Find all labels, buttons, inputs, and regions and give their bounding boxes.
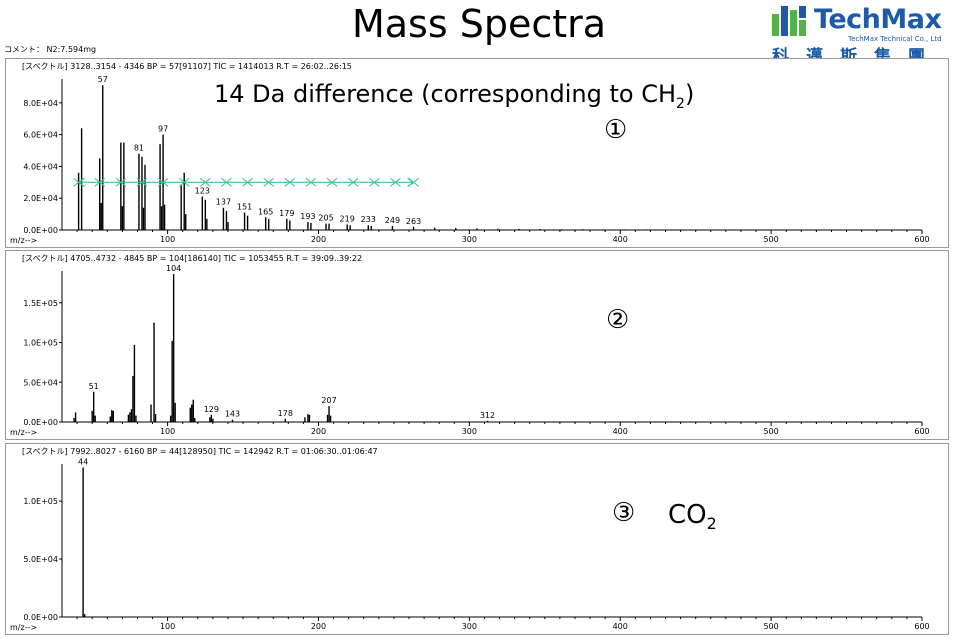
- x-tick-label: 500: [763, 622, 778, 631]
- ch2-spacing-mark: [305, 177, 317, 187]
- ch2-spacing-mark: [200, 177, 211, 187]
- x-tick-label: 400: [613, 427, 628, 436]
- spectrum-2-header: [スペクトル] 4705..4732 - 4845 BP = 104[18614…: [22, 254, 363, 263]
- ch2-spacing-mark: [390, 177, 401, 187]
- y-tick-label: 1.0E+05: [23, 339, 58, 348]
- logo-wordmark: TechMax: [814, 4, 942, 35]
- ch2-spacing-mark: [408, 177, 419, 187]
- y-tick-label: 5.0E+04: [23, 555, 58, 564]
- ch2-spacing-mark: [326, 177, 338, 187]
- x-tick-label: 300: [462, 427, 477, 436]
- x-tick-label: 100: [160, 235, 175, 244]
- spectrum-2-plot: 0.0E+00 5.0E+04 1.0E+05 1.5E+05 100 200 300 400…: [23, 264, 929, 436]
- peak-label: 129: [204, 405, 219, 414]
- x-tick-label: 500: [763, 427, 778, 436]
- ch2-spacing-mark: [284, 177, 296, 187]
- y-tick-label: 0.0E+00: [23, 226, 58, 235]
- spectrum-panel-2: [スペクトル] 4705..4732 - 4845 BP = 104[18614…: [5, 250, 949, 440]
- y-tick-label: 1.0E+05: [23, 497, 58, 506]
- y-tick-label: 4.0E+04: [23, 162, 58, 171]
- peak-label: 97: [158, 125, 168, 134]
- y-tick-label: 1.5E+05: [23, 299, 58, 308]
- peak-label: 81: [134, 144, 144, 153]
- peak-label: 143: [225, 410, 240, 419]
- spectrum-panel-3: [スペクトル] 7992..8027 - 6160 BP = 44[128950…: [5, 443, 949, 635]
- x-tick-label: 100: [160, 427, 175, 436]
- ch2-spacing-mark: [347, 177, 359, 187]
- spectrum-3-marker: ③: [612, 498, 636, 528]
- y-tick-label: 2.0E+04: [23, 194, 58, 203]
- logo-mark-icon: [772, 6, 806, 36]
- ch2-spacing-mark: [178, 177, 190, 187]
- y-tick-label: 8.0E+04: [23, 99, 58, 108]
- peak-label: 312: [480, 411, 495, 420]
- x-tick-label: 600: [914, 235, 929, 244]
- peak-label: 151: [237, 203, 252, 212]
- spectrum-2-marker: ②: [606, 305, 630, 335]
- ch2-spacing-mark: [94, 177, 106, 187]
- x-tick-label: 500: [763, 235, 778, 244]
- y-tick-label: 0.0E+00: [23, 418, 58, 427]
- peak-label: 51: [89, 382, 99, 391]
- peak-label: 233: [361, 215, 376, 224]
- x-tick-label: 100: [160, 622, 175, 631]
- ch2-spacing-mark: [73, 177, 84, 187]
- company-logo: TechMax TechMax Technical Co., Ltd 科邁斯集團: [772, 4, 956, 67]
- spectrum-3-plot: 0.0E+00 5.0E+04 1.0E+05 100 200 300 400 500 600 4…: [23, 458, 929, 631]
- spectrum-2-xlabel: m/z-->: [10, 428, 38, 437]
- ch2-spacing-mark: [115, 177, 127, 187]
- ch2-spacing-mark: [157, 177, 169, 187]
- spectrum-1-marker: ①: [604, 115, 628, 145]
- spectrum-3-header: [スペクトル] 7992..8027 - 6160 BP = 44[128950…: [22, 447, 378, 456]
- y-tick-label: 6.0E+04: [23, 131, 58, 140]
- x-tick-label: 200: [311, 427, 326, 436]
- x-tick-label: 400: [613, 235, 628, 244]
- peak-label: 178: [278, 409, 293, 418]
- peak-label: 123: [195, 187, 210, 196]
- page-title: Mass Spectra: [351, 2, 607, 46]
- x-tick-label: 300: [462, 235, 477, 244]
- ch2-spacing-mark: [242, 177, 253, 187]
- peak-label: 179: [279, 209, 294, 218]
- logo-tagline: TechMax Technical Co., Ltd: [848, 35, 942, 43]
- peak-label: 263: [406, 217, 421, 226]
- peak-label: 57: [98, 75, 108, 84]
- y-tick-label: 0.0E+00: [23, 613, 58, 622]
- y-tick-label: 5.0E+04: [23, 378, 58, 387]
- ch2-difference-note: 14 Da difference (corresponding to CH2): [214, 80, 695, 112]
- spectrum-1-xlabel: m/z-->: [10, 236, 38, 245]
- x-tick-label: 200: [311, 235, 326, 244]
- sample-comment: コメント： N2:7.594mg: [4, 45, 97, 54]
- peak-label: 207: [321, 396, 336, 405]
- x-tick-label: 300: [462, 622, 477, 631]
- x-tick-label: 200: [311, 622, 326, 631]
- ch2-spacing-mark: [369, 177, 380, 187]
- peak-label: 165: [258, 207, 273, 216]
- spectrum-1-header: [スペクトル] 3128..3154 - 4346 BP = 57[91107]…: [22, 62, 352, 71]
- peak-label: 193: [300, 212, 315, 221]
- peak-label: 249: [385, 216, 400, 225]
- spectrum-1-plot: 0.0E+00 2.0E+04 4.0E+04 6.0E+04 8.0E+04 100 20…: [23, 75, 929, 244]
- x-tick-label: 600: [914, 427, 929, 436]
- ch2-spacing-mark: [221, 177, 232, 187]
- peak-label: 219: [340, 214, 355, 223]
- co2-label: CO2: [668, 500, 717, 534]
- x-tick-label: 400: [613, 622, 628, 631]
- spectrum-panel-1: [スペクトル] 3128..3154 - 4346 BP = 57[91107]…: [5, 58, 949, 248]
- peak-label: 205: [318, 214, 333, 223]
- ch2-spacing-mark: [263, 177, 275, 187]
- x-tick-label: 600: [914, 622, 929, 631]
- peak-label: 104: [166, 264, 181, 273]
- peak-label: 137: [216, 198, 231, 207]
- peak-label: 44: [78, 458, 88, 467]
- ch2-spacing-mark: [136, 177, 148, 187]
- spectrum-3-xlabel: m/z-->: [10, 623, 38, 632]
